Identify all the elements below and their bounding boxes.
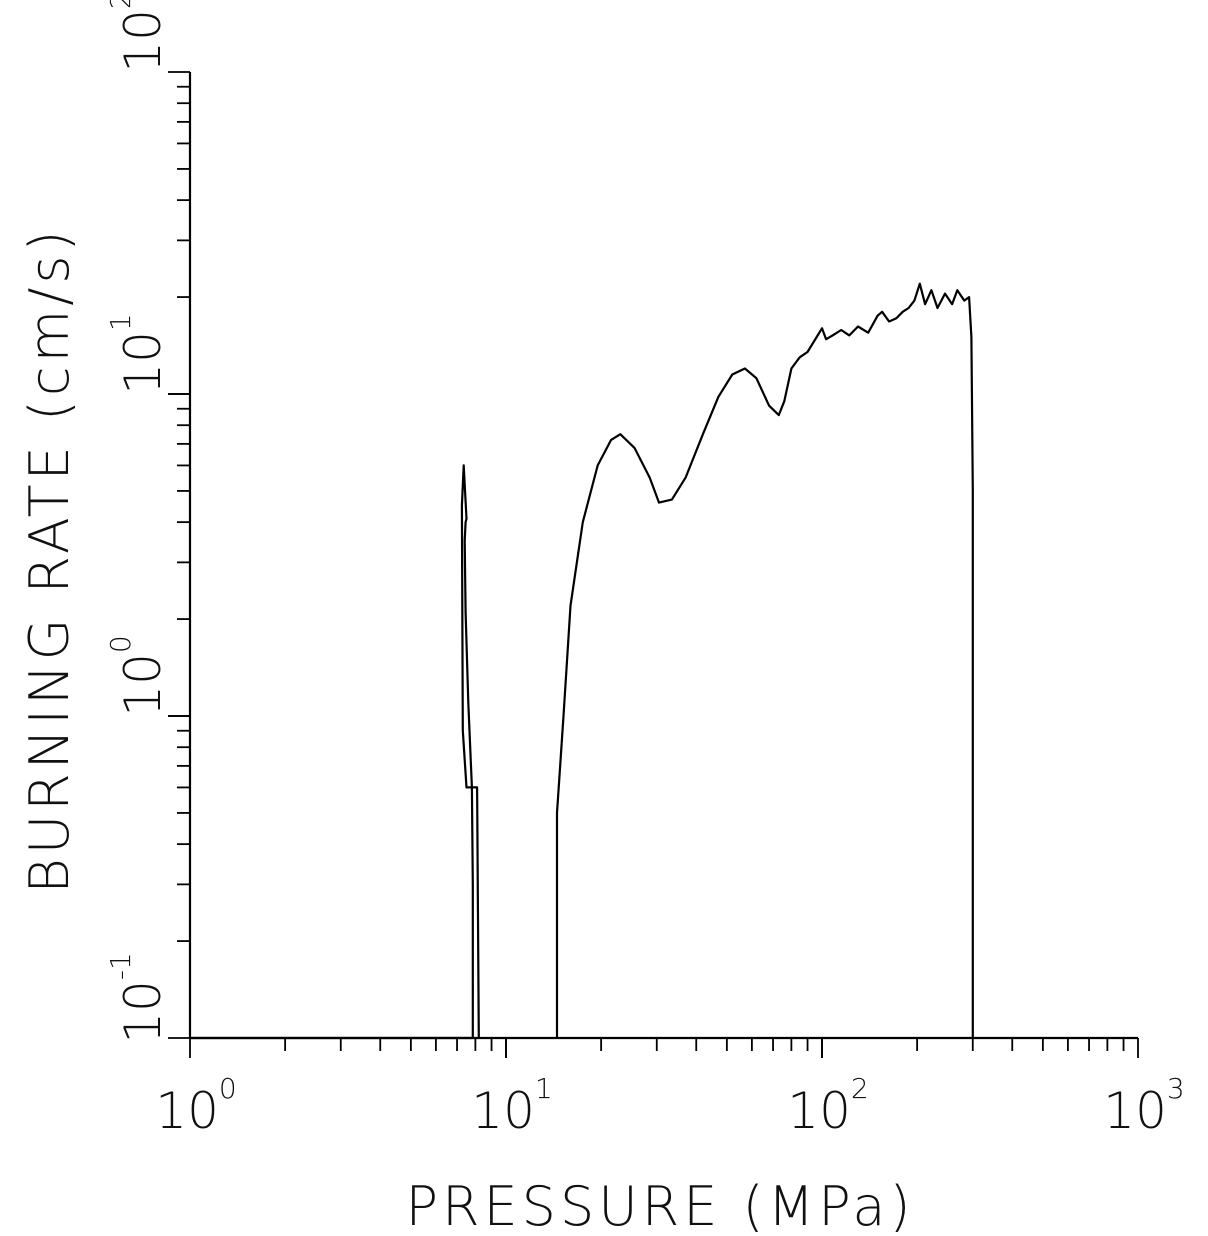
axes bbox=[188, 72, 1138, 1040]
x-tick-label: 100 bbox=[155, 1072, 236, 1140]
y-axis-title: BURNING RATE (cm/s) bbox=[18, 226, 81, 893]
x-axis-title: PRESSURE (MPa) bbox=[405, 1175, 914, 1236]
series-line-2 bbox=[555, 282, 974, 1038]
y-tick-label: 100 bbox=[104, 635, 172, 716]
ticks bbox=[168, 71, 1139, 1058]
series-line-1 bbox=[190, 464, 480, 1040]
y-tick-label: 10-1 bbox=[104, 952, 172, 1044]
tick-labels: 100 101 102 103 10-1 100 101 102 bbox=[104, 0, 1185, 1140]
x-tick-label: 103 bbox=[1103, 1072, 1184, 1140]
series-layer bbox=[190, 282, 974, 1040]
y-tick-label: 101 bbox=[104, 313, 172, 394]
x-tick-label: 101 bbox=[471, 1072, 552, 1140]
y-tick-label: 102 bbox=[104, 0, 172, 73]
x-tick-label: 102 bbox=[787, 1072, 868, 1140]
